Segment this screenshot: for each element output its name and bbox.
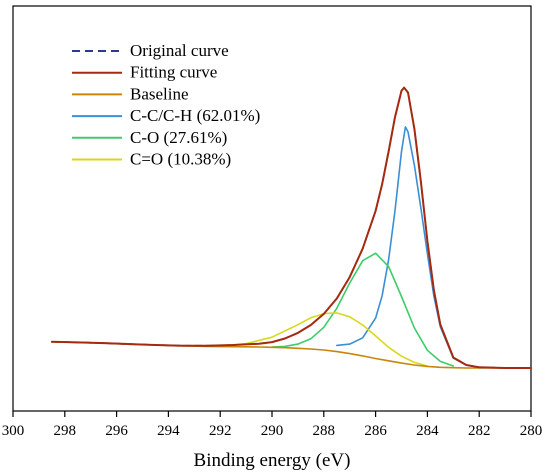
x-tick-label: 290 <box>261 423 284 439</box>
x-tick-label: 298 <box>54 423 77 439</box>
legend: Original curve Fitting curve Baseline C-C/C… <box>72 41 260 169</box>
x-tick-label: 286 <box>364 423 387 439</box>
series-line-fitting-curve <box>50 86 532 369</box>
x-axis-ticks: 300 298 296 294 292 290 288 286 284 282 280 <box>2 411 543 439</box>
x-tick-label: 300 <box>2 423 25 439</box>
x-tick-label: 280 <box>520 423 543 439</box>
legend-label-original-curve: Original curve <box>130 41 229 60</box>
series-line-original-curve <box>51 86 532 369</box>
x-tick-label: 294 <box>157 423 180 439</box>
x-tick-label: 292 <box>209 423 232 439</box>
x-axis-label: Binding energy (eV) <box>194 450 351 471</box>
legend-label-c-o-10-38: C=O (10.38%) <box>130 150 231 169</box>
series-layer <box>50 86 532 369</box>
legend-label-c-c-c-h-62-01: C-C/C-H (62.01%) <box>130 106 260 125</box>
x-tick-label: 282 <box>468 423 491 439</box>
x-tick-label: 288 <box>313 423 336 439</box>
series-line-c-o-10-38 <box>219 312 429 367</box>
series-line-c-c-c-h-62-01 <box>335 126 481 369</box>
x-tick-label: 296 <box>105 423 128 439</box>
x-tick-label: 284 <box>416 423 439 439</box>
legend-label-fitting-curve: Fitting curve <box>130 63 217 82</box>
plot-frame <box>12 5 532 412</box>
legend-label-baseline: Baseline <box>130 84 189 103</box>
series-line-c-o-27-61 <box>271 252 455 367</box>
legend-label-c-o-27-61: C-O (27.61%) <box>130 128 227 147</box>
